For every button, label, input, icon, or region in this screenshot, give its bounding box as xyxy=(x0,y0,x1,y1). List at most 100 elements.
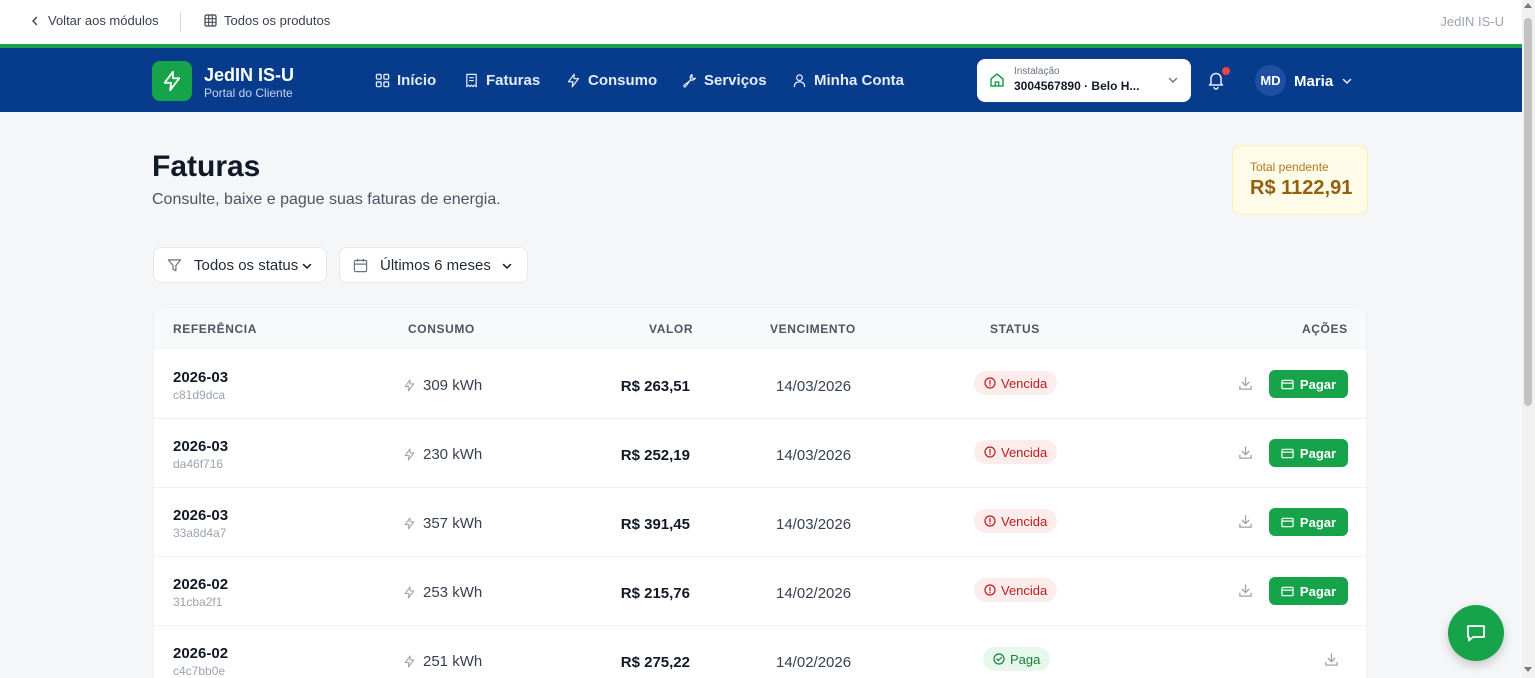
alert-circle-icon xyxy=(984,377,996,389)
status-filter-dropdown[interactable]: Todos os status xyxy=(153,247,327,283)
status-filter-label: Todos os status xyxy=(194,257,299,274)
all-products-link[interactable]: Todos os produtos xyxy=(204,13,330,28)
period-filter-label: Últimos 6 meses xyxy=(380,257,491,274)
check-circle-icon xyxy=(993,653,1005,665)
invoice-consumption: 357 kWh xyxy=(403,515,482,532)
back-to-modules-label: Voltar aos módulos xyxy=(48,13,159,28)
download-icon[interactable] xyxy=(1324,652,1339,667)
user-icon xyxy=(793,74,806,88)
invoice-amount: R$ 252,19 xyxy=(620,447,690,464)
nav-item-minha-conta[interactable]: Minha Conta xyxy=(792,72,904,89)
invoice-amount: R$ 275,22 xyxy=(620,654,690,671)
utility-divider xyxy=(180,12,181,32)
invoices-table: REFERÊNCIA CONSUMO VALOR VENCIMENTO STAT… xyxy=(153,307,1367,678)
utility-brand: JedIN IS-U xyxy=(1440,14,1504,29)
logo-subtitle: Portal do Cliente xyxy=(204,86,293,100)
pay-button-label: Pagar xyxy=(1299,583,1337,599)
utility-bar: Voltar aos módulos Todos os produtos Jed… xyxy=(0,0,1522,44)
consumption-value: 357 kWh xyxy=(423,515,483,532)
period-filter-dropdown[interactable]: Últimos 6 meses xyxy=(339,247,528,283)
nav-item-servicos[interactable]: Serviços xyxy=(682,72,767,89)
header-status: STATUS xyxy=(990,322,1040,336)
header-valor: VALOR xyxy=(649,322,694,336)
invoice-id: 31cba2f1 xyxy=(173,595,223,609)
status-label: Paga xyxy=(1010,651,1041,667)
scroll-up-arrow-icon[interactable] xyxy=(1524,3,1532,8)
invoice-due-date: 14/02/2026 xyxy=(776,654,852,671)
status-label: Vencida xyxy=(1001,444,1048,460)
notifications-bell-icon[interactable] xyxy=(1206,70,1226,90)
invoice-due-date: 14/02/2026 xyxy=(776,585,852,602)
accent-stripe xyxy=(0,44,1522,48)
alert-circle-icon xyxy=(984,584,996,596)
credit-card-icon xyxy=(1281,448,1294,458)
receipt-icon xyxy=(466,73,477,88)
home-icon xyxy=(990,73,1004,87)
table-row: 2026-02 31cba2f1 253 kWh R$ 215,76 14/02… xyxy=(154,557,1366,626)
invoice-amount: R$ 215,76 xyxy=(620,585,690,602)
invoice-reference: 2026-03 xyxy=(173,369,229,386)
nav-item-label: Minha Conta xyxy=(814,72,904,89)
user-name[interactable]: Maria xyxy=(1294,73,1334,90)
pay-button[interactable]: Pagar xyxy=(1269,508,1348,536)
chevron-left-icon xyxy=(32,16,38,25)
invoice-id: 33a8d4a7 xyxy=(173,526,227,540)
download-icon[interactable] xyxy=(1238,583,1253,598)
consumption-value: 309 kWh xyxy=(423,377,483,394)
invoice-amount: R$ 263,51 xyxy=(620,378,690,395)
nav-item-inicio[interactable]: Início xyxy=(375,72,436,89)
status-label: Vencida xyxy=(1001,582,1048,598)
pending-total-label: Total pendente xyxy=(1250,160,1329,174)
avatar[interactable]: MD xyxy=(1255,65,1286,96)
invoice-reference: 2026-02 xyxy=(173,645,229,662)
nav-item-label: Início xyxy=(397,72,437,89)
page-subtitle: Consulte, baixe e pague suas faturas de … xyxy=(152,191,501,208)
download-icon[interactable] xyxy=(1238,514,1253,529)
status-label: Vencida xyxy=(1001,513,1048,529)
consumption-value: 253 kWh xyxy=(423,584,483,601)
credit-card-icon xyxy=(1281,586,1294,596)
invoice-amount: R$ 391,45 xyxy=(620,516,690,533)
download-icon[interactable] xyxy=(1238,445,1253,460)
chat-button[interactable] xyxy=(1448,605,1504,661)
bolt-icon xyxy=(404,517,415,530)
installation-selector[interactable]: Instalação 3004567890 · Belo H... xyxy=(977,59,1191,102)
table-row: 2026-02 c4c7bb0e 251 kWh R$ 275,22 14/02… xyxy=(154,626,1366,678)
invoice-reference: 2026-02 xyxy=(173,576,229,593)
main-navbar: JedIN IS-U Portal do Cliente Início Fatu… xyxy=(0,48,1522,112)
chevron-down-icon xyxy=(502,263,512,270)
header-consumo: CONSUMO xyxy=(408,322,475,336)
calendar-icon xyxy=(353,258,368,273)
invoice-id: da46f716 xyxy=(173,457,224,471)
chevron-down-icon xyxy=(1168,77,1178,83)
alert-circle-icon xyxy=(984,446,996,458)
back-to-modules-link[interactable]: Voltar aos módulos xyxy=(30,13,159,28)
installation-label: Instalação xyxy=(1014,66,1060,77)
page-title: Faturas xyxy=(152,150,261,183)
nav-item-faturas[interactable]: Faturas xyxy=(464,72,540,89)
pay-button[interactable]: Pagar xyxy=(1269,370,1348,398)
nav-item-label: Faturas xyxy=(486,72,541,89)
pay-button[interactable]: Pagar xyxy=(1269,577,1348,605)
scrollbar-thumb[interactable] xyxy=(1524,18,1532,406)
nav-item-consumo[interactable]: Consumo xyxy=(566,72,657,89)
user-menu-chevron-icon[interactable] xyxy=(1341,75,1353,87)
invoice-consumption: 309 kWh xyxy=(403,377,482,394)
pay-button[interactable]: Pagar xyxy=(1269,439,1348,467)
pay-button-label: Pagar xyxy=(1299,376,1337,392)
table-row: 2026-03 33a8d4a7 357 kWh R$ 391,45 14/03… xyxy=(154,488,1366,557)
invoice-id: c4c7bb0e xyxy=(173,664,226,678)
wrench-icon xyxy=(683,74,697,88)
logo-bolt-icon[interactable] xyxy=(152,61,192,101)
table-row: 2026-03 c81d9dca 309 kWh R$ 263,51 14/03… xyxy=(154,350,1366,419)
chat-bubble-icon xyxy=(1467,625,1485,642)
download-icon[interactable] xyxy=(1238,376,1253,391)
header-referencia: REFERÊNCIA xyxy=(173,322,258,336)
scroll-down-arrow-icon[interactable] xyxy=(1524,667,1532,672)
invoice-reference: 2026-03 xyxy=(173,438,229,455)
table-header: REFERÊNCIA CONSUMO VALOR VENCIMENTO STAT… xyxy=(154,308,1366,349)
bolt-icon xyxy=(404,655,415,668)
chevron-down-icon xyxy=(302,263,312,270)
status-badge: Vencida xyxy=(974,440,1058,464)
alert-circle-icon xyxy=(984,515,996,527)
